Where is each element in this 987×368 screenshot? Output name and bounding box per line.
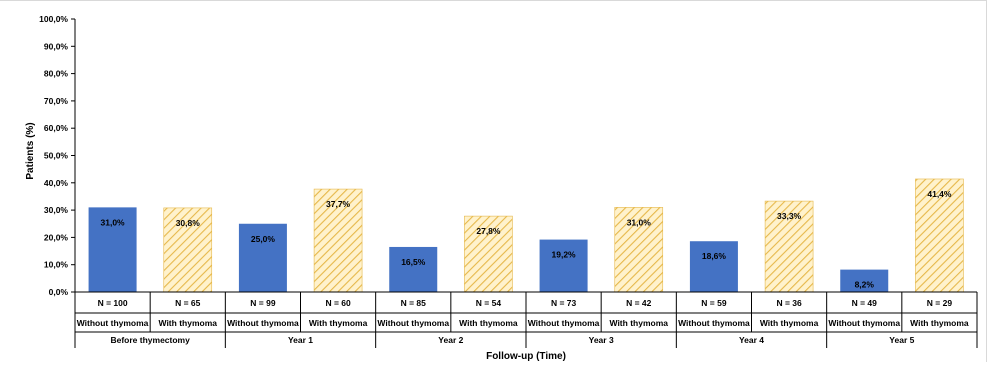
group-label: Year 3 xyxy=(589,335,614,345)
y-axis-title: Patients (%) xyxy=(25,122,36,179)
y-tick-label: 30,0% xyxy=(44,205,69,215)
category-label: Without thymoma xyxy=(377,318,449,328)
n-count-label: N = 54 xyxy=(476,298,502,308)
category-label: With thymoma xyxy=(910,318,969,328)
category-label: With thymoma xyxy=(459,318,518,328)
group-label: Year 2 xyxy=(438,335,463,345)
data-label: 8,2% xyxy=(855,280,875,290)
y-tick-label: 50,0% xyxy=(44,151,69,161)
category-label: With thymoma xyxy=(309,318,368,328)
bar-with-thymoma xyxy=(163,207,213,293)
bar-with-thymoma xyxy=(764,200,814,293)
x-axis-title: Follow-up (Time) xyxy=(486,351,566,362)
n-count-label: N = 59 xyxy=(701,298,727,308)
category-label: With thymoma xyxy=(159,318,218,328)
data-label: 19,2% xyxy=(552,250,577,260)
data-label: 18,6% xyxy=(702,251,727,261)
n-count-label: N = 36 xyxy=(776,298,802,308)
n-count-label: N = 99 xyxy=(250,298,276,308)
y-tick-label: 70,0% xyxy=(44,96,69,106)
n-count-label: N = 49 xyxy=(852,298,878,308)
data-label: 16,5% xyxy=(401,257,426,267)
category-label: With thymoma xyxy=(610,318,669,328)
n-count-label: N = 65 xyxy=(175,298,201,308)
n-count-label: N = 60 xyxy=(325,298,351,308)
bar-with-thymoma xyxy=(614,207,664,293)
bar-without-thymoma xyxy=(689,241,738,292)
y-tick-label: 100,0% xyxy=(39,14,68,24)
category-label: Without thymoma xyxy=(77,318,149,328)
bar-without-thymoma xyxy=(389,246,438,292)
category-label: Without thymoma xyxy=(678,318,750,328)
n-count-label: N = 42 xyxy=(626,298,652,308)
bar-without-thymoma xyxy=(238,223,287,292)
y-tick-label: 0,0% xyxy=(49,287,69,297)
n-count-label: N = 29 xyxy=(927,298,953,308)
bar-with-thymoma xyxy=(464,215,513,293)
bar-without-thymoma xyxy=(840,269,889,292)
data-label: 31,0% xyxy=(627,217,652,227)
y-tick-label: 10,0% xyxy=(44,260,69,270)
y-tick-label: 80,0% xyxy=(44,69,69,79)
bar-without-thymoma xyxy=(88,207,137,292)
n-count-label: N = 100 xyxy=(98,298,128,308)
n-count-label: N = 85 xyxy=(401,298,427,308)
data-label: 41,4% xyxy=(927,189,952,199)
bar-with-thymoma xyxy=(915,178,964,293)
category-label: Without thymoma xyxy=(828,318,900,328)
data-label: 37,7% xyxy=(326,199,351,209)
bar-with-thymoma xyxy=(313,188,363,293)
y-tick-label: 90,0% xyxy=(44,41,69,51)
y-tick-label: 60,0% xyxy=(44,123,69,133)
category-label: Without thymoma xyxy=(528,318,600,328)
category-label: With thymoma xyxy=(760,318,819,328)
data-label: 27,8% xyxy=(476,226,501,236)
data-label: 25,0% xyxy=(251,234,276,244)
group-label: Year 1 xyxy=(288,335,313,345)
group-label: Year 5 xyxy=(889,335,914,345)
bar-without-thymoma xyxy=(539,239,588,292)
y-tick-label: 40,0% xyxy=(44,178,69,188)
data-label: 30,8% xyxy=(176,218,201,228)
category-label: Without thymoma xyxy=(227,318,299,328)
group-label: Year 4 xyxy=(739,335,764,345)
data-label: 31,0% xyxy=(101,217,126,227)
n-count-label: N = 73 xyxy=(551,298,577,308)
y-tick-label: 20,0% xyxy=(44,232,69,242)
group-label: Before thymectomy xyxy=(110,335,190,345)
data-label: 33,3% xyxy=(777,211,802,221)
